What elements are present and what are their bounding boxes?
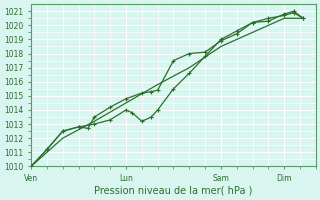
X-axis label: Pression niveau de la mer( hPa ): Pression niveau de la mer( hPa ) — [94, 186, 252, 196]
